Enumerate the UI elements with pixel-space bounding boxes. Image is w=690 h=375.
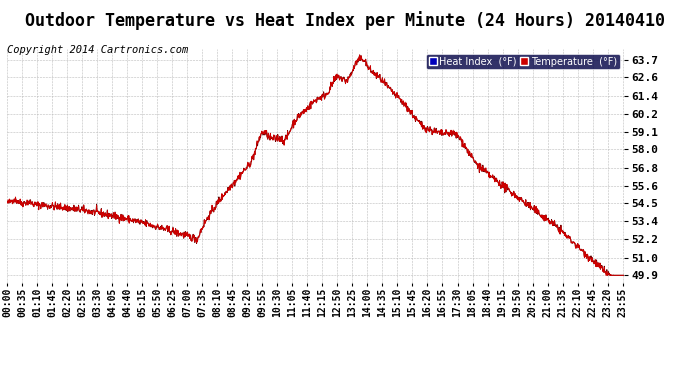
Text: Copyright 2014 Cartronics.com: Copyright 2014 Cartronics.com bbox=[7, 45, 188, 55]
Legend: Heat Index  (°F), Temperature  (°F): Heat Index (°F), Temperature (°F) bbox=[426, 54, 620, 69]
Text: Outdoor Temperature vs Heat Index per Minute (24 Hours) 20140410: Outdoor Temperature vs Heat Index per Mi… bbox=[25, 11, 665, 30]
